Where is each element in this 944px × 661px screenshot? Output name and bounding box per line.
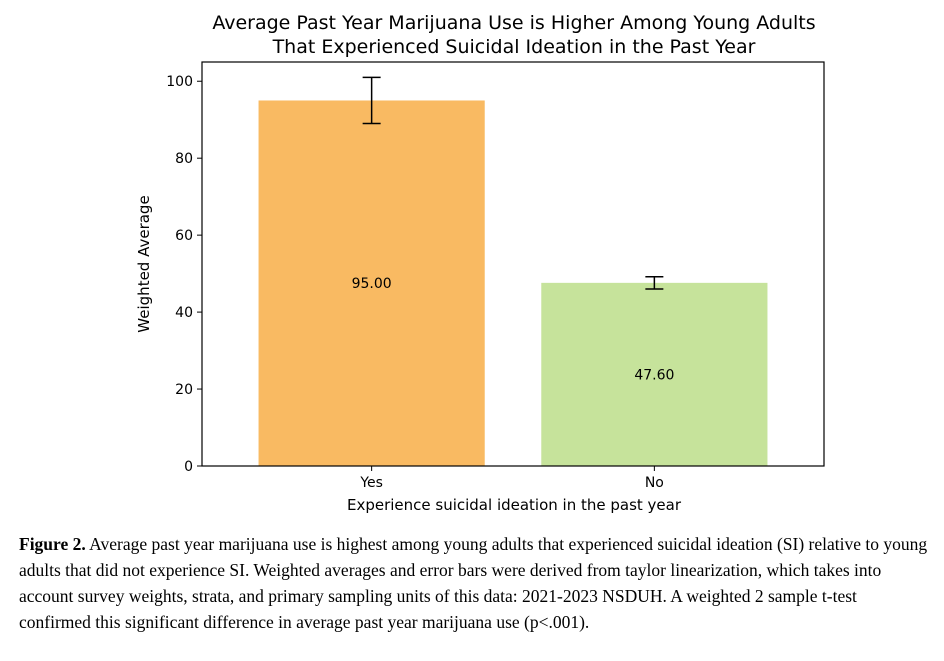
bar-value-label-no: 47.60 (634, 367, 674, 383)
y-tick-label-80: 80 (175, 151, 193, 167)
bar-no (541, 282, 768, 466)
y-tick-label-40: 40 (175, 305, 193, 321)
figure-caption: Figure 2. Average past year marijuana us… (19, 531, 929, 635)
chart-title-line-2: That Experienced Suicidal Ideation in th… (272, 36, 756, 58)
x-axis-label: Experience suicidal ideation in the past… (347, 496, 682, 514)
bar-yes (258, 100, 485, 466)
figure-caption-text: Average past year marijuana use is highe… (19, 534, 928, 632)
y-axis-label: Weighted Average (135, 195, 153, 332)
x-tick-label-no: No (645, 475, 664, 491)
chart-title-line-1: Average Past Year Marijuana Use is Highe… (212, 12, 815, 34)
plot-frame (201, 61, 825, 467)
bar-value-label-yes: 95.00 (352, 276, 392, 292)
y-tick-label-100: 100 (166, 74, 193, 90)
x-tick-label-yes: Yes (359, 475, 383, 491)
y-tick-label-20: 20 (175, 382, 193, 398)
y-tick-label-0: 0 (184, 459, 193, 475)
bar-chart: Average Past Year Marijuana Use is Highe… (135, 12, 825, 514)
y-tick-label-60: 60 (175, 228, 193, 244)
figure-caption-label: Figure 2. (19, 534, 86, 554)
